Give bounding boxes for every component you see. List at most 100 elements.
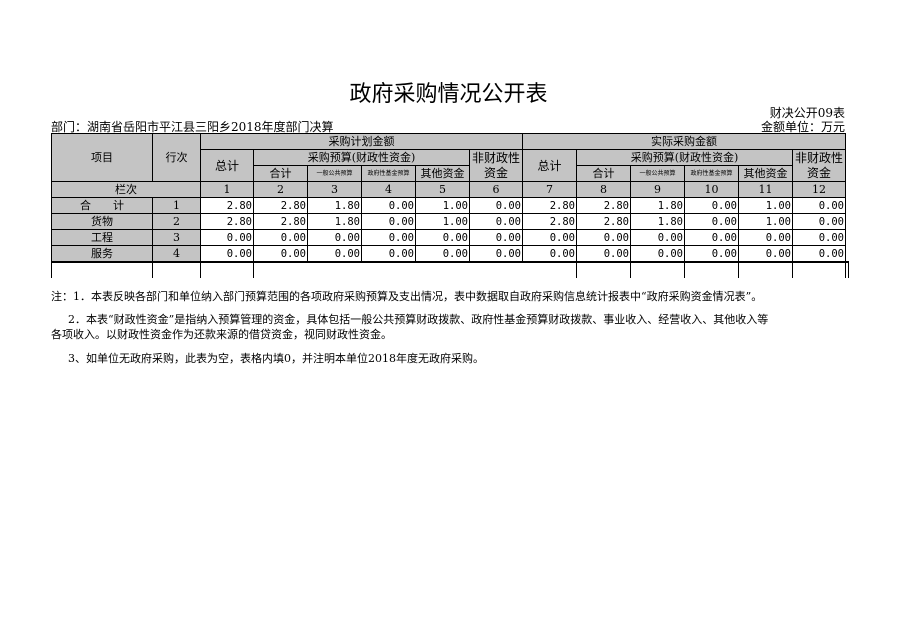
value-cell: 0.00 bbox=[576, 245, 631, 263]
header-item: 项目 bbox=[51, 133, 153, 182]
department-label: 部门：湖南省岳阳市平江县三阳乡2018年度部门决算 bbox=[51, 120, 334, 134]
value-cell: 0.00 bbox=[792, 213, 846, 230]
value-cell: 0.00 bbox=[200, 229, 254, 246]
procurement-table: 项目 行次 采购计划金额 实际采购金额 总计 采购预算(财政性资金) 非财政性资… bbox=[51, 133, 849, 278]
amount-unit: 金额单位：万元 bbox=[760, 120, 845, 134]
table-row: 服务 4 0.00 0.00 0.00 0.00 0.00 0.00 0.00 0.00 0.00 0… bbox=[51, 245, 849, 263]
value-cell: 0.00 bbox=[576, 229, 631, 246]
value-cell: 1.80 bbox=[307, 197, 362, 214]
value-cell: 1.80 bbox=[630, 213, 685, 230]
column-number: 1 bbox=[200, 181, 254, 198]
row-number: 2 bbox=[152, 213, 201, 230]
column-number: 4 bbox=[361, 181, 416, 198]
column-number: 12 bbox=[792, 181, 846, 198]
row-item: 货物 bbox=[51, 213, 153, 230]
header-non-fiscal: 非财政性资金 bbox=[792, 149, 846, 182]
value-cell: 0.00 bbox=[469, 245, 523, 263]
note-2: 2．本表“财政性资金”是指纳入预算管理的资金，具体包括一般公共预算财政拨款、政府… bbox=[68, 313, 769, 326]
value-cell: 2.80 bbox=[200, 197, 254, 214]
value-cell: 0.00 bbox=[469, 213, 523, 230]
value-cell: 0.00 bbox=[630, 245, 685, 263]
header-gov-fund: 政府性基金预算 bbox=[361, 165, 416, 182]
value-cell: 0.00 bbox=[469, 197, 523, 214]
value-cell: 0.00 bbox=[307, 229, 362, 246]
header-total: 总计 bbox=[200, 149, 254, 182]
value-cell: 0.00 bbox=[361, 213, 416, 230]
header-subtotal: 合计 bbox=[253, 165, 308, 182]
column-number: 2 bbox=[253, 181, 308, 198]
value-cell: 0.00 bbox=[415, 245, 470, 263]
value-cell: 0.00 bbox=[469, 229, 523, 246]
column-label: 栏次 bbox=[51, 181, 201, 198]
value-cell: 1.00 bbox=[415, 197, 470, 214]
value-cell: 0.00 bbox=[738, 229, 793, 246]
header-general: 一般公共预算 bbox=[630, 165, 685, 182]
value-cell: 2.80 bbox=[253, 197, 308, 214]
value-cell: 0.00 bbox=[792, 197, 846, 214]
row-number: 3 bbox=[152, 229, 201, 246]
header-planned: 采购计划金额 bbox=[200, 133, 523, 150]
column-number: 10 bbox=[684, 181, 739, 198]
header-total: 总计 bbox=[522, 149, 577, 182]
header-subtotal: 合计 bbox=[576, 165, 631, 182]
value-cell: 2.80 bbox=[253, 213, 308, 230]
value-cell: 0.00 bbox=[361, 229, 416, 246]
value-cell: 0.00 bbox=[522, 245, 577, 263]
value-cell: 2.80 bbox=[522, 213, 577, 230]
value-cell: 2.80 bbox=[576, 197, 631, 214]
value-cell: 0.00 bbox=[361, 245, 416, 263]
value-cell: 0.00 bbox=[684, 245, 739, 263]
value-cell: 0.00 bbox=[684, 213, 739, 230]
value-cell: 0.00 bbox=[522, 229, 577, 246]
value-cell: 0.00 bbox=[630, 229, 685, 246]
form-code: 财决公开09表 bbox=[769, 106, 845, 120]
table-row: 货物 2 2.80 2.80 1.80 0.00 1.00 0.00 2.80 2.80 1.80 0… bbox=[51, 213, 849, 230]
row-item: 服务 bbox=[51, 245, 153, 263]
value-cell: 2.80 bbox=[522, 197, 577, 214]
page-title: 政府采购情况公开表 bbox=[349, 82, 548, 107]
value-cell: 1.00 bbox=[738, 197, 793, 214]
value-cell: 1.00 bbox=[738, 213, 793, 230]
row-item: 合 计 bbox=[51, 197, 153, 214]
column-number: 3 bbox=[307, 181, 362, 198]
value-cell: 0.00 bbox=[792, 245, 846, 263]
row-number: 1 bbox=[152, 197, 201, 214]
column-number: 5 bbox=[415, 181, 470, 198]
header-budget: 采购预算(财政性资金) bbox=[576, 149, 793, 166]
header-other: 其他资金 bbox=[415, 165, 470, 182]
header-non-fiscal: 非财政性资金 bbox=[469, 149, 523, 182]
header-other: 其他资金 bbox=[738, 165, 793, 182]
value-cell: 0.00 bbox=[684, 229, 739, 246]
value-cell: 0.00 bbox=[253, 245, 308, 263]
value-cell: 0.00 bbox=[738, 245, 793, 263]
value-cell: 0.00 bbox=[253, 229, 308, 246]
column-number: 11 bbox=[738, 181, 793, 198]
column-number: 8 bbox=[576, 181, 631, 198]
value-cell: 1.80 bbox=[630, 197, 685, 214]
note-1: 注：1．本表反映各部门和单位纳入部门预算范围的各项政府采购预算及支出情况，表中数… bbox=[51, 290, 763, 303]
row-item: 工程 bbox=[51, 229, 153, 246]
value-cell: 1.80 bbox=[307, 213, 362, 230]
header-budget: 采购预算(财政性资金) bbox=[253, 149, 470, 166]
column-number: 7 bbox=[522, 181, 577, 198]
header-general: 一般公共预算 bbox=[307, 165, 362, 182]
header-gov-fund: 政府性基金预算 bbox=[684, 165, 739, 182]
note-3: 3、如单位无政府采购，此表为空，表格内填0，并注明本单位2018年度无政府采购。 bbox=[68, 352, 484, 365]
value-cell: 0.00 bbox=[307, 245, 362, 263]
table-row: 工程 3 0.00 0.00 0.00 0.00 0.00 0.00 0.00 0.00 0.00 0… bbox=[51, 229, 849, 246]
note-2-cont: 各项收入。以财政性资金作为还款来源的借贷资金，视同财政性资金。 bbox=[51, 328, 392, 341]
value-cell: 0.00 bbox=[684, 197, 739, 214]
value-cell: 0.00 bbox=[415, 229, 470, 246]
header-row-no: 行次 bbox=[152, 133, 201, 182]
value-cell: 1.00 bbox=[415, 213, 470, 230]
value-cell: 0.00 bbox=[200, 245, 254, 263]
header-actual: 实际采购金额 bbox=[522, 133, 846, 150]
value-cell: 2.80 bbox=[576, 213, 631, 230]
table-row: 合 计 1 2.80 2.80 1.80 0.00 1.00 0.00 2.80 2.80 1.80… bbox=[51, 197, 849, 214]
column-number: 6 bbox=[469, 181, 523, 198]
column-number: 9 bbox=[630, 181, 685, 198]
value-cell: 0.00 bbox=[361, 197, 416, 214]
value-cell: 0.00 bbox=[792, 229, 846, 246]
row-number: 4 bbox=[152, 245, 201, 263]
value-cell: 2.80 bbox=[200, 213, 254, 230]
